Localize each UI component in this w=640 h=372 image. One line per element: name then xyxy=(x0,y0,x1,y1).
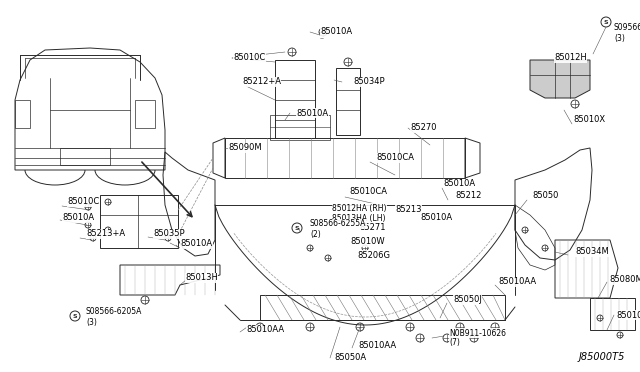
Text: 85010A: 85010A xyxy=(296,109,328,118)
Text: 85080M: 85080M xyxy=(609,276,640,285)
Text: 85010AA: 85010AA xyxy=(498,278,536,286)
Text: (3): (3) xyxy=(614,33,625,42)
Text: 85010A: 85010A xyxy=(180,240,212,248)
Text: 85212+A: 85212+A xyxy=(242,77,281,87)
Text: 85010W: 85010W xyxy=(616,311,640,320)
Text: (2): (2) xyxy=(310,230,321,238)
Text: 85206G: 85206G xyxy=(357,250,390,260)
Text: (7): (7) xyxy=(449,339,460,347)
Text: 85050A: 85050A xyxy=(334,353,366,362)
Text: 85034P: 85034P xyxy=(353,77,385,87)
Text: 85010AA: 85010AA xyxy=(246,326,284,334)
Text: (3): (3) xyxy=(86,317,97,327)
Text: 85270: 85270 xyxy=(410,124,436,132)
Text: 85010C: 85010C xyxy=(67,198,99,206)
Text: S: S xyxy=(294,225,300,231)
Text: 85010A: 85010A xyxy=(443,180,475,189)
Text: S08566-6255A: S08566-6255A xyxy=(310,219,366,228)
Text: 85213+A: 85213+A xyxy=(86,230,125,238)
Text: 85212: 85212 xyxy=(455,192,481,201)
Text: 85010A: 85010A xyxy=(62,214,94,222)
Text: 85090M: 85090M xyxy=(228,144,262,153)
Text: 85010X: 85010X xyxy=(573,115,605,125)
Text: S08566-6205A: S08566-6205A xyxy=(86,308,142,317)
Text: 85050: 85050 xyxy=(532,192,558,201)
Text: 85010W: 85010W xyxy=(350,237,385,247)
Text: 85012H: 85012H xyxy=(554,54,587,62)
Text: N0B911-10626: N0B911-10626 xyxy=(449,328,506,337)
Text: 85010A: 85010A xyxy=(420,214,452,222)
Text: J85000T5: J85000T5 xyxy=(579,352,625,362)
Text: 85035P: 85035P xyxy=(153,230,184,238)
Text: S09566-6205A: S09566-6205A xyxy=(614,23,640,32)
Text: 85012HA (RH): 85012HA (RH) xyxy=(332,203,387,212)
Text: 85010CA: 85010CA xyxy=(376,154,414,163)
Text: 85013HA (LH): 85013HA (LH) xyxy=(332,214,385,222)
Text: 85050J: 85050J xyxy=(453,295,482,305)
Text: 85010C: 85010C xyxy=(233,54,265,62)
Text: 85271: 85271 xyxy=(359,224,385,232)
Text: 85010AA: 85010AA xyxy=(358,340,396,350)
Text: 85034M: 85034M xyxy=(575,247,609,257)
Text: 85010CA: 85010CA xyxy=(349,187,387,196)
Text: S: S xyxy=(73,314,77,318)
Text: 85213: 85213 xyxy=(395,205,422,215)
Polygon shape xyxy=(530,60,590,98)
Text: S: S xyxy=(604,19,608,25)
Text: 85013H: 85013H xyxy=(185,273,218,282)
Text: 85010A: 85010A xyxy=(320,28,352,36)
